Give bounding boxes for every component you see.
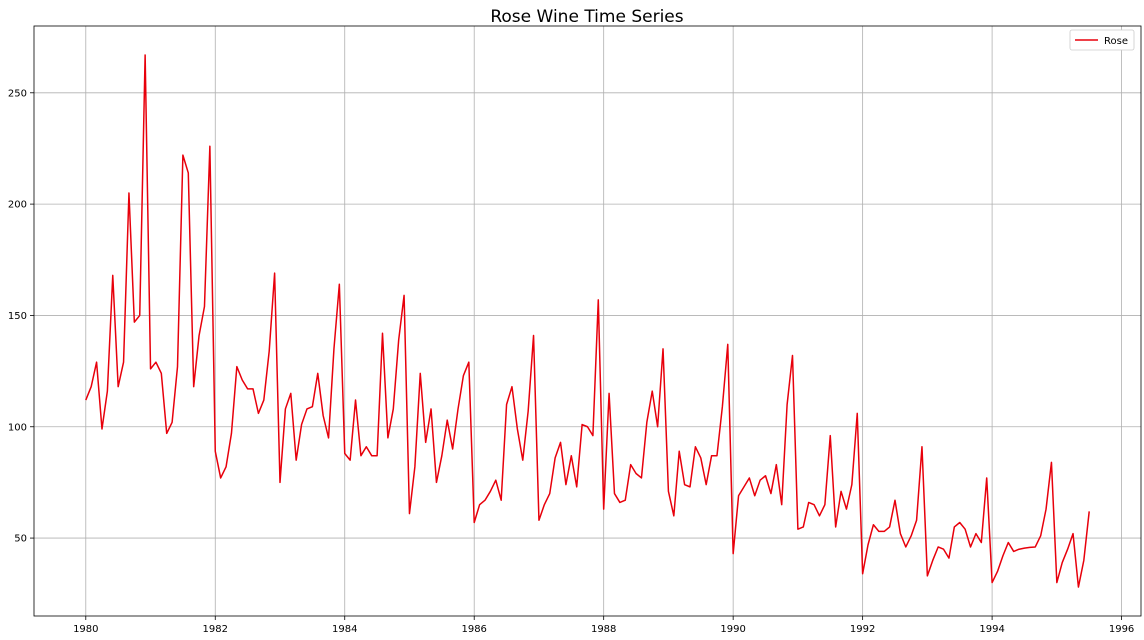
x-tick-label: 1992 (850, 624, 875, 635)
legend-box (1069, 29, 1135, 51)
x-tick-label: 1988 (591, 624, 616, 635)
x-axis: 1980 1982 1984 1986 1988 1990 1992 1994 1996 (73, 616, 1134, 635)
legend-label-rose: Rose (1104, 36, 1128, 47)
y-tick-label: 250 (8, 88, 27, 99)
y-axis: 50 100 150 200 250 (8, 88, 34, 545)
x-tick-label: 1980 (73, 624, 98, 635)
x-tick-label: 1996 (1109, 624, 1134, 635)
grid (34, 26, 1141, 616)
chart-title: Rose Wine Time Series (490, 7, 683, 27)
x-tick-label: 1984 (332, 624, 357, 635)
x-tick-label: 1994 (979, 624, 1004, 635)
x-tick-label: 1990 (720, 624, 745, 635)
x-tick-label: 1982 (203, 624, 228, 635)
y-tick-label: 100 (8, 422, 27, 433)
y-tick-label: 200 (8, 200, 27, 211)
plot-frame (33, 25, 1142, 617)
y-tick-label: 150 (8, 311, 27, 322)
x-tick-label: 1986 (461, 624, 486, 635)
y-tick-label: 50 (14, 534, 27, 545)
series-layer (85, 54, 1090, 588)
legend[interactable]: Rose (1069, 29, 1135, 51)
series-line-rose (85, 54, 1090, 588)
